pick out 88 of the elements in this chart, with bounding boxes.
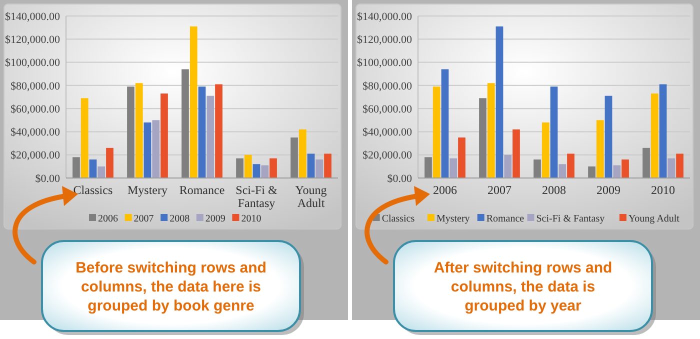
bar <box>542 122 550 178</box>
bar <box>450 158 458 178</box>
x-tick-label: Mystery <box>127 183 168 197</box>
x-tick-label: Classics <box>73 183 113 197</box>
bar <box>504 154 512 178</box>
bar <box>80 98 88 178</box>
bar <box>98 166 106 178</box>
y-tick-label: $120,000.00 <box>357 34 412 46</box>
y-tick-label: $60,000.00 <box>362 103 412 116</box>
bar <box>534 159 541 178</box>
bar <box>659 84 667 178</box>
bar <box>650 94 658 178</box>
bar <box>244 154 252 178</box>
legend-label: 2006 <box>98 214 118 224</box>
y-tick-label: $60,000.00 <box>10 103 60 116</box>
bar <box>458 138 466 178</box>
y-tick-label: $40,000.00 <box>362 126 412 139</box>
bar <box>512 129 520 178</box>
bar <box>144 122 152 178</box>
legend-label: 2008 <box>170 214 190 224</box>
bar <box>89 159 97 178</box>
bar <box>496 26 504 178</box>
y-tick-label: $20,000.00 <box>10 150 60 162</box>
y-tick-label: $80,000.00 <box>10 80 60 92</box>
bar <box>676 154 684 178</box>
bar <box>668 158 676 178</box>
y-tick-label: $20,000.00 <box>362 150 412 162</box>
bar <box>236 158 244 178</box>
bar <box>270 158 277 178</box>
bar <box>252 164 260 178</box>
bar <box>487 83 495 178</box>
x-tick-label: 2009 <box>596 183 621 197</box>
bar <box>604 96 612 178</box>
text: After switching rows and columns, the data is grouped by year <box>434 259 612 314</box>
legend-label: Romance <box>486 214 525 224</box>
legend-label: Mystery <box>436 214 470 224</box>
bar <box>550 86 558 178</box>
x-tick-label: 2008 <box>542 183 566 197</box>
bar <box>558 164 566 178</box>
bar <box>290 138 298 178</box>
bar <box>324 154 332 178</box>
bar <box>316 159 324 178</box>
y-tick-label: $0.00 <box>35 172 60 185</box>
bar <box>307 154 315 178</box>
bar <box>298 129 306 178</box>
legend-label: Classics <box>382 214 415 224</box>
y-tick-label: $40,000.00 <box>10 126 60 139</box>
bar <box>160 94 168 178</box>
bar <box>182 69 189 178</box>
bar <box>261 165 269 178</box>
bar <box>432 86 440 178</box>
bar <box>135 83 143 178</box>
x-tick-label: 2010 <box>651 183 676 197</box>
x-tick-label: Young Adult <box>295 183 327 210</box>
x-tick-label: Romance <box>179 183 225 197</box>
bar <box>198 86 206 178</box>
legend-label: 2010 <box>241 214 262 224</box>
x-tick-label: 2007 <box>487 183 512 197</box>
bar <box>190 26 198 178</box>
bar <box>613 165 621 178</box>
legend-label: 2009 <box>205 214 226 224</box>
bar <box>567 154 574 178</box>
y-tick-label: $120,000.00 <box>5 34 60 46</box>
bar <box>206 96 214 178</box>
bar <box>596 120 604 178</box>
text: Before switching rows and columns, the data here is grouped by book genre <box>76 259 266 314</box>
legend-label: Sci-Fi & Fantasy <box>536 214 605 224</box>
bar <box>642 148 650 178</box>
bar <box>152 120 160 178</box>
bar <box>215 84 222 178</box>
y-tick-label: $140,000.00 <box>5 10 60 23</box>
bar <box>441 69 449 178</box>
bar <box>72 157 80 178</box>
y-tick-label: $100,000.00 <box>5 57 60 70</box>
bar <box>588 166 596 178</box>
legend-label: Young Adult <box>628 214 680 224</box>
y-tick-label: $80,000.00 <box>362 80 412 92</box>
bar <box>106 148 114 178</box>
bar <box>622 159 629 178</box>
bar <box>424 157 432 178</box>
legend-label: 2007 <box>134 214 154 224</box>
y-tick-label: $0.00 <box>387 172 412 185</box>
y-tick-label: $140,000.00 <box>357 10 412 23</box>
bar <box>127 86 134 178</box>
bar <box>479 98 486 178</box>
x-tick-label: Sci-Fi & Fantasy <box>236 183 278 210</box>
x-tick-label: 2006 <box>432 183 457 197</box>
y-tick-label: $100,000.00 <box>357 57 412 70</box>
